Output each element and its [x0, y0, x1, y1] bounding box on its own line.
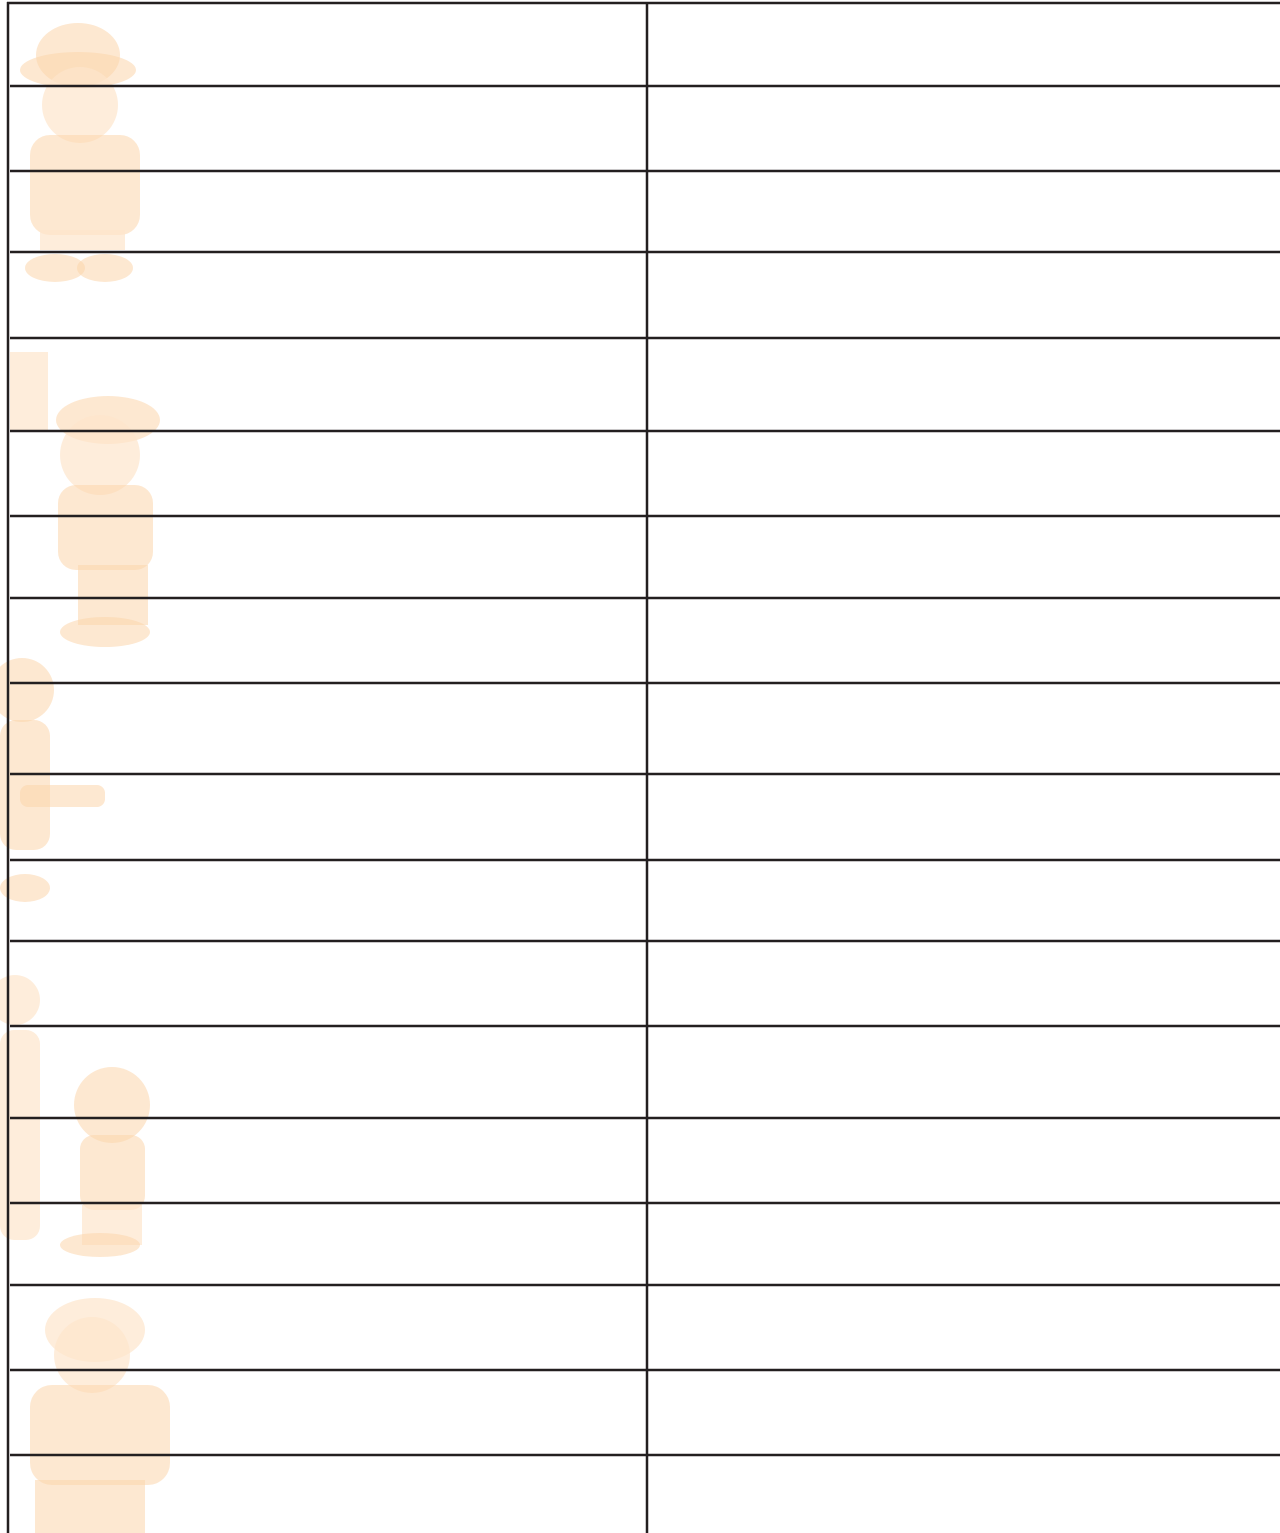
- table-rules: [7, 2, 1280, 1533]
- page: (() => { JSON.parse(document.getElementB…: [0, 0, 1280, 1533]
- background-illustrations: [0, 23, 170, 1533]
- lined-sheet: [0, 0, 1280, 1533]
- hose-figure: [0, 658, 105, 902]
- boy-figure: [10, 352, 160, 647]
- rescuer-figure: [30, 1298, 170, 1533]
- child-figure: [0, 975, 150, 1257]
- firefighter-figure: [20, 23, 140, 282]
